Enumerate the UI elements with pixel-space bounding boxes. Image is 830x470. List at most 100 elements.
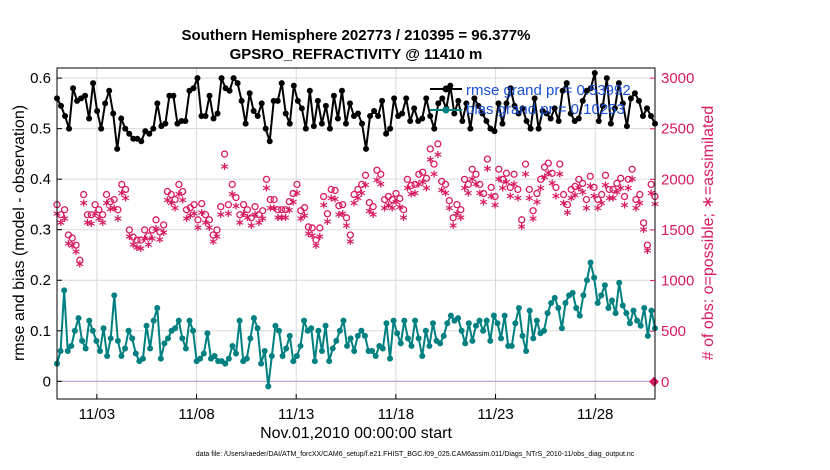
- rmse-point: [226, 87, 233, 94]
- bias-point: [412, 317, 419, 324]
- bias-point: [172, 325, 179, 332]
- rmse-point: [595, 118, 602, 125]
- bias-point: [301, 317, 308, 324]
- rmse-point: [306, 87, 313, 94]
- obs-possible-point: [365, 198, 373, 207]
- obs-possible-point: [617, 174, 625, 182]
- rmse-point: [170, 92, 177, 99]
- bias-point: [107, 335, 114, 342]
- obs-assimilated-point: *: [114, 212, 122, 230]
- obs-possible-point: [464, 180, 473, 189]
- bias-point: [283, 345, 290, 352]
- bias-point: [322, 322, 329, 329]
- obs-assimilated-point: *: [419, 175, 427, 193]
- obs-possible-point: [68, 234, 76, 242]
- obs-possible-point: [182, 206, 191, 214]
- bias-point: [276, 327, 283, 334]
- obs-assimilated-point: *: [133, 241, 141, 259]
- y-left-tick-label: 0.3: [30, 222, 51, 239]
- bias-point: [68, 342, 75, 349]
- obs-assimilated-point: *: [251, 208, 259, 226]
- rmse-point: [90, 80, 97, 87]
- obs-assimilated-point: *: [316, 230, 324, 248]
- obs-assimilated-point: *: [476, 187, 484, 205]
- obs-possible-point: [575, 175, 583, 183]
- rmse-point: [647, 113, 654, 120]
- rmse-point: [383, 130, 390, 137]
- obs-possible-point: [422, 174, 431, 182]
- obs-assimilated-point: *: [270, 202, 278, 220]
- obs-possible-point: [419, 168, 427, 176]
- bias-point: [387, 355, 394, 362]
- rmse-point: [86, 115, 93, 122]
- obs-assimilated-point: *: [647, 187, 655, 205]
- rmse-point: [98, 125, 105, 132]
- obs-assimilated-point: *: [236, 216, 244, 234]
- obs-possible-point: [582, 195, 591, 204]
- obs-possible-point: [76, 256, 84, 264]
- y-left-tick-label: 0.4: [30, 171, 51, 188]
- obs-assimilated-point: *: [118, 187, 126, 205]
- bias-point: [455, 315, 462, 322]
- rmse-point: [579, 97, 586, 104]
- rmse-point: [435, 100, 442, 107]
- y-right-tick-label: 1000: [661, 273, 694, 290]
- obs-assimilated-point: *: [122, 192, 130, 210]
- rmse-point: [499, 120, 506, 127]
- x-tick-label: 11/03: [79, 406, 115, 423]
- bias-point: [519, 332, 526, 339]
- obs-assimilated-point: *: [407, 188, 415, 206]
- plot-frame: [56, 67, 656, 400]
- rmse-point: [407, 118, 414, 125]
- obs-possible-point: [430, 160, 438, 168]
- rmse-point: [519, 105, 526, 112]
- obs-assimilated-point: *: [278, 211, 286, 229]
- bias-point: [523, 347, 530, 354]
- obs-assimilated-point: *: [285, 204, 293, 222]
- rmse-point: [591, 70, 598, 77]
- obs-assimilated-point: *: [461, 181, 469, 199]
- obs-assimilated-point: *: [228, 188, 236, 206]
- obs-assimilated-point: *: [621, 199, 629, 217]
- obs-assimilated-point: *: [266, 202, 274, 220]
- bias-point: [641, 305, 648, 312]
- rmse-point: [82, 92, 89, 99]
- bias-point: [211, 353, 218, 360]
- obs-assimilated-point: *: [205, 221, 213, 239]
- y-right-tick-label: 1500: [661, 222, 694, 239]
- rmse-point: [631, 90, 638, 97]
- obs-assimilated-point: *: [99, 216, 107, 234]
- obs-possible-point: [350, 190, 358, 199]
- obs-assimilated-point: *: [403, 181, 411, 199]
- bias-point: [225, 355, 232, 362]
- bias-point: [197, 355, 204, 362]
- obs-possible-point: [453, 201, 461, 209]
- obs-assimilated-point: *: [297, 212, 305, 230]
- bias-point: [404, 335, 411, 342]
- obs-possible-point: [449, 214, 457, 222]
- rmse-point: [70, 85, 77, 92]
- obs-assimilated-point: *: [411, 187, 419, 205]
- bias-point: [308, 325, 315, 332]
- obs-possible-point: [95, 206, 103, 214]
- obs-possible-point: [468, 165, 476, 173]
- rmse-point: [563, 80, 570, 87]
- obs-assimilated-point: *: [567, 192, 575, 210]
- bias-point: [150, 317, 157, 324]
- rmse-point: [599, 102, 606, 109]
- rmse-point: [206, 92, 213, 99]
- obs-possible-point: [563, 201, 572, 209]
- rmse-point: [162, 120, 169, 127]
- bias-point: [394, 330, 401, 337]
- rmse-point: [615, 80, 622, 87]
- rmse-point: [66, 125, 73, 132]
- bias-point: [583, 277, 590, 284]
- obs-assimilated-point: *: [95, 212, 103, 230]
- rmse-point: [427, 113, 434, 120]
- obs-possible-point: [514, 185, 522, 194]
- rmse-point: [507, 85, 514, 92]
- obs-assimilated-point: *: [198, 206, 206, 224]
- obs-assimilated-point: *: [80, 197, 88, 215]
- bias-point: [587, 259, 594, 266]
- obs-assimilated-point: *: [628, 172, 636, 190]
